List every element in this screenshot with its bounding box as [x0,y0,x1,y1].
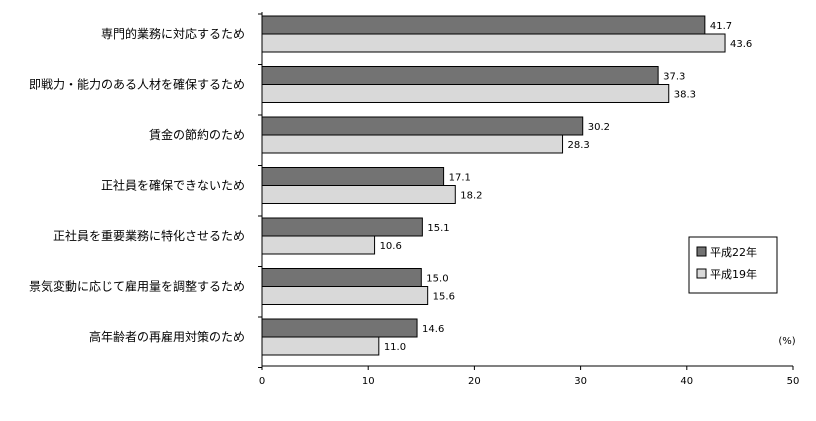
category-label: 景気変動に応じて雇用量を調整するため [29,279,245,294]
value-label: 14.6 [422,324,444,335]
legend-label: 平成22年 [710,245,757,259]
bar [261,268,422,287]
bar [261,116,584,136]
bar [261,235,376,255]
bar [261,185,456,204]
x-tick-label: 50 [787,376,800,387]
bar [261,217,423,237]
bar [261,15,706,35]
category-label: 正社員を重要業務に特化させるため [53,228,245,243]
value-label: 15.6 [433,292,455,303]
value-label: 15.1 [427,223,449,234]
bar [261,66,659,85]
value-label: 41.7 [710,21,732,32]
legend-swatch [696,246,707,257]
value-label: 11.0 [384,342,406,353]
category-label: 賃金の節約のため [149,127,245,142]
value-label: 37.3 [663,72,685,83]
value-label: 28.3 [568,140,590,151]
value-label: 15.0 [426,274,448,285]
bar [261,286,429,305]
value-label: 18.2 [460,191,482,202]
bar [261,336,380,356]
category-label: 即戦力・能力のある人材を確保するため [29,77,245,92]
value-label: 38.3 [674,90,696,101]
plot-area: 0 10 20 30 40 50 専門的業務に対応するため 41.7 43.6 即戦力・能力のある… [29,12,799,387]
x-tick-label: 30 [574,376,587,387]
x-tick-label: 0 [259,376,265,387]
x-tick-label: 20 [468,376,481,387]
x-tick-label: 10 [362,376,375,387]
bar [261,167,445,186]
bar [261,84,670,103]
x-tick-label: 40 [680,376,693,387]
bar [261,134,564,154]
value-label: 30.2 [588,122,610,133]
bar [261,33,726,53]
category-label: 専門的業務に対応するため [101,26,245,41]
legend-label: 平成19年 [710,267,757,281]
value-label: 10.6 [380,241,402,252]
legend-swatch [696,268,707,279]
category-label: 高年齢者の再雇用対策のため [89,329,245,344]
bar [261,318,418,338]
value-label: 17.1 [449,173,471,184]
legend-box [688,236,778,294]
category-label: 正社員を確保できないため [101,178,245,193]
unit-label: (%) [778,336,795,347]
value-label: 43.6 [730,39,752,50]
